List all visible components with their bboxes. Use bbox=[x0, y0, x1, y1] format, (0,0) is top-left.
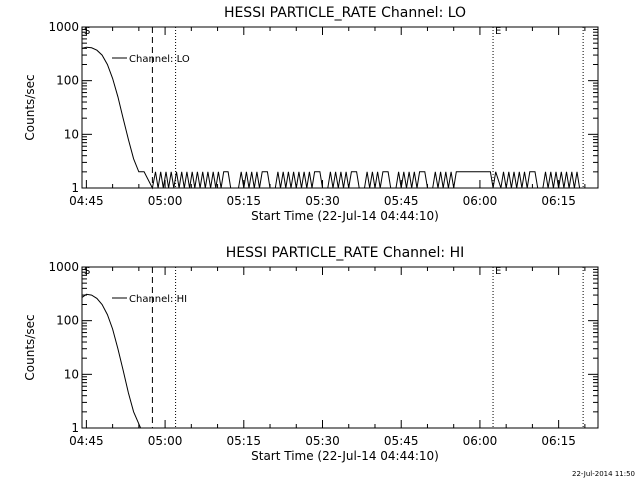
x-tick-label: 05:00 bbox=[148, 434, 183, 448]
plot-frame bbox=[81, 266, 599, 429]
x-tick-label: 06:00 bbox=[463, 434, 498, 448]
y-axis-label: Counts/sec bbox=[23, 314, 37, 380]
y-tick-label: 1 bbox=[71, 421, 79, 435]
legend-label: Channel: HI bbox=[129, 294, 187, 305]
data-series-line bbox=[81, 293, 142, 429]
y-tick-label: 10 bbox=[64, 127, 79, 141]
x-axis-label: Start Time (22-Jul-14 04:44:10) bbox=[251, 209, 439, 223]
x-tick-label: 05:00 bbox=[148, 194, 183, 208]
marker-label: E bbox=[495, 266, 501, 277]
marker-label: S bbox=[84, 266, 90, 277]
marker-label: S bbox=[84, 26, 90, 37]
chart-title: HESSI PARTICLE_RATE Channel: HI bbox=[226, 245, 464, 261]
y-tick-label: 1000 bbox=[48, 20, 79, 34]
y-tick-label: 10 bbox=[64, 367, 79, 381]
x-tick-label: 05:15 bbox=[226, 434, 261, 448]
x-tick-label: 05:30 bbox=[305, 194, 340, 208]
x-tick-label: 04:45 bbox=[69, 434, 104, 448]
y-tick-label: 100 bbox=[56, 74, 79, 88]
data-series-line bbox=[81, 46, 581, 190]
marker-label: E bbox=[495, 26, 501, 37]
plot-frame bbox=[81, 26, 599, 189]
y-tick-label: 1 bbox=[71, 181, 79, 195]
x-tick-label: 05:45 bbox=[384, 194, 419, 208]
x-tick-label: 05:45 bbox=[384, 434, 419, 448]
y-tick-label: 100 bbox=[56, 314, 79, 328]
legend-label: Channel: LO bbox=[129, 54, 190, 65]
chart-title: HESSI PARTICLE_RATE Channel: LO bbox=[224, 5, 466, 21]
x-tick-label: 06:15 bbox=[541, 194, 576, 208]
x-tick-label: 06:00 bbox=[463, 194, 498, 208]
y-tick-label: 1000 bbox=[48, 260, 79, 274]
plot-timestamp: 22-Jul-2014 11:50 bbox=[571, 470, 635, 478]
x-tick-label: 06:15 bbox=[541, 434, 576, 448]
x-axis-label: Start Time (22-Jul-14 04:44:10) bbox=[251, 449, 439, 463]
x-tick-label: 05:15 bbox=[226, 194, 261, 208]
x-tick-label: 04:45 bbox=[69, 194, 104, 208]
y-axis-label: Counts/sec bbox=[23, 74, 37, 140]
x-tick-label: 05:30 bbox=[305, 434, 340, 448]
